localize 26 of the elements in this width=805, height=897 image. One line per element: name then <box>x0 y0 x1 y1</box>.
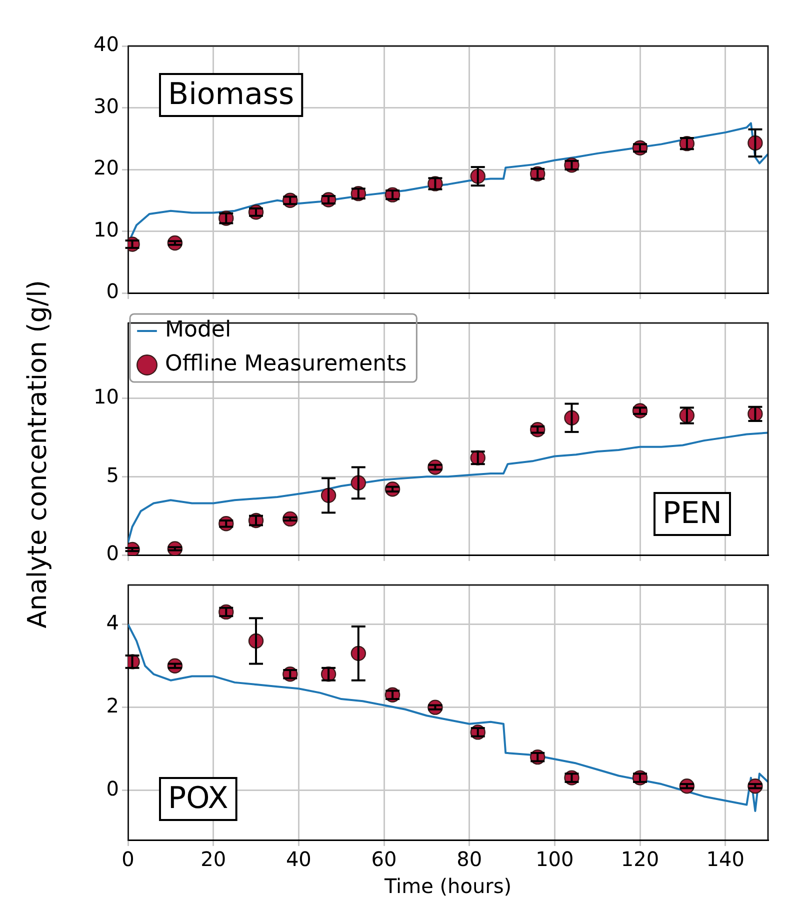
annotation: PEN <box>662 496 722 531</box>
x-tick-label: 40 <box>286 847 312 872</box>
x-tick-label: 140 <box>706 847 744 872</box>
x-tick-label: 100 <box>536 847 574 872</box>
y-tick-label: 10 <box>94 384 119 408</box>
y-tick-label: 4 <box>106 610 119 635</box>
y-axis-title: Analyte concentration (g/l) <box>23 280 53 628</box>
annotation: Biomass <box>168 76 294 112</box>
y-tick-label: 0 <box>106 279 119 304</box>
y-tick-label: 40 <box>94 32 119 56</box>
y-tick-label: 10 <box>94 217 119 242</box>
x-tick-label: 120 <box>620 847 660 872</box>
y-tick-label: 0 <box>106 776 119 800</box>
x-tick-label: 80 <box>456 847 482 872</box>
legend-label: Offline Measurements <box>165 352 407 377</box>
y-tick-label: 5 <box>106 462 119 487</box>
x-tick-label: 20 <box>200 847 226 872</box>
y-tick-label: 30 <box>94 94 119 118</box>
x-tick-label: 60 <box>371 847 397 872</box>
x-tick-label: 0 <box>122 847 134 872</box>
annotation: POX <box>168 780 228 816</box>
y-tick-label: 2 <box>106 694 119 718</box>
y-tick-label: 20 <box>94 156 119 180</box>
y-tick-label: 0 <box>106 541 119 566</box>
x-axis-title: Time (hours) <box>383 874 512 897</box>
legend-label: Model <box>165 318 232 343</box>
